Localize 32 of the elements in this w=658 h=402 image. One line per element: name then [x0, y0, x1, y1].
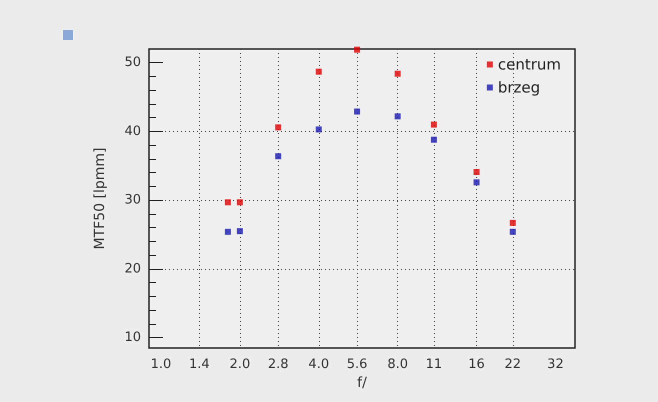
- x-axis-title: f/: [357, 374, 368, 391]
- y-tick-label: 30: [124, 192, 141, 208]
- point: [316, 126, 322, 132]
- x-tick-label: 1.0: [150, 357, 172, 372]
- y-axis-title: MTF50 [lpmm]: [92, 148, 108, 250]
- x-tick-label: 2.0: [230, 357, 250, 372]
- point: [236, 199, 243, 206]
- y-tick-label: 40: [124, 124, 141, 139]
- point: [236, 228, 243, 234]
- x-tick-label: 16: [468, 357, 485, 372]
- x-tick-label: 22: [504, 357, 522, 372]
- point: [316, 68, 322, 75]
- point: [275, 153, 282, 160]
- point: [510, 220, 516, 226]
- point: [354, 46, 360, 53]
- x-tick-label: 11: [426, 357, 442, 372]
- y-tick-label: 20: [124, 261, 141, 276]
- point: [354, 108, 360, 115]
- point: [275, 124, 282, 130]
- x-tick-label: 32: [547, 357, 564, 372]
- x-tick-label: 5.6: [346, 357, 368, 372]
- point: [430, 122, 437, 128]
- x-tick-label: 8.0: [387, 357, 408, 372]
- y-tick-label: 10: [124, 330, 141, 346]
- x-tick-label: 2.8: [268, 357, 289, 372]
- legend-label: brzeg: [498, 78, 540, 96]
- x-tick-label: 4.0: [308, 357, 330, 372]
- y-tick-label: 50: [124, 55, 141, 70]
- point: [510, 228, 516, 235]
- point: [430, 136, 437, 143]
- legend-label: centrum: [498, 56, 562, 74]
- x-tick-label: 1.4: [188, 357, 210, 372]
